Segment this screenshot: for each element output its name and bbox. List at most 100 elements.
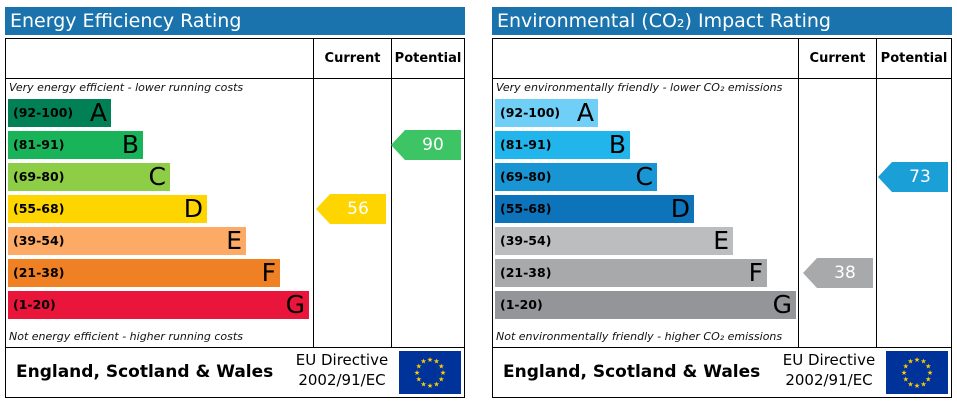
rating-band-g: (1-20) G — [8, 291, 309, 319]
flag-star: ★ — [901, 369, 907, 377]
rating-band-g: (1-20) G — [495, 291, 796, 319]
potential-rating-value: 73 — [909, 167, 931, 187]
current-column-header: Current — [324, 51, 381, 66]
eu-flag-icon: ★★★★★★★★★ ★ ★★ — [399, 351, 461, 394]
rating-band-f: (21-38) F — [495, 259, 767, 287]
flag-star: ★ — [927, 369, 933, 377]
footer-region: England, Scotland & Wales — [503, 362, 761, 382]
band-letter-label: F — [261, 258, 276, 287]
band-range-label: (81-91) — [13, 137, 65, 152]
flag-star: ★ — [438, 363, 444, 371]
flag-star: ★ — [416, 376, 422, 384]
flag-star: ★ — [433, 358, 439, 366]
flag-star: ★ — [925, 363, 931, 371]
energy-efficiency-panel: Energy Efficiency Rating Current Potenti… — [5, 7, 465, 398]
flag-star: ★ — [914, 356, 920, 364]
note-top: Very environmentally friendly - lower CO… — [496, 81, 783, 94]
column-divider — [876, 39, 877, 347]
current-rating-value: 38 — [834, 263, 856, 283]
band-range-label: (55-68) — [13, 201, 65, 216]
flag-background — [399, 351, 461, 394]
band-range-label: (92-100) — [13, 105, 74, 120]
band-range-label: (39-54) — [13, 233, 65, 248]
current-rating-arrow: 56 — [316, 194, 386, 224]
band-range-label: (69-80) — [13, 169, 65, 184]
panel-title: Energy Efficiency Rating — [5, 7, 465, 35]
flag-star: ★ — [920, 358, 926, 366]
note-top: Very energy efficient - lower running co… — [9, 81, 244, 94]
footer-directive: EU Directive 2002/91/EC — [777, 350, 881, 390]
flag-star: ★ — [420, 358, 426, 366]
band-range-label: (55-68) — [500, 201, 552, 216]
flag-star: ★ — [414, 369, 420, 377]
flag-star: ★ — [420, 380, 426, 388]
column-divider — [798, 39, 799, 347]
flag-star: ★ — [907, 358, 913, 366]
rating-band-e: (39-54) E — [495, 227, 733, 255]
potential-column-header: Potential — [880, 51, 948, 66]
band-range-label: (81-91) — [500, 137, 552, 152]
flag-star: ★ — [416, 363, 422, 371]
rating-band-b: (81-91) B — [8, 131, 143, 159]
rating-band-f: (21-38) F — [8, 259, 280, 287]
directive-line-2: 2002/91/EC — [298, 371, 386, 389]
flag-star: ★ — [920, 380, 926, 388]
potential-rating-arrow: 73 — [878, 162, 948, 192]
column-divider — [391, 39, 392, 347]
rating-table: Current Potential Very environmentally f… — [492, 38, 952, 398]
band-range-label: (92-100) — [500, 105, 561, 120]
band-letter-label: B — [608, 130, 626, 159]
band-letter-label: D — [183, 194, 203, 223]
rating-band-d: (55-68) D — [8, 195, 207, 223]
band-range-label: (39-54) — [500, 233, 552, 248]
band-range-label: (1-20) — [13, 297, 56, 312]
flag-star: ★ — [433, 380, 439, 388]
rating-band-b: (81-91) B — [495, 131, 630, 159]
band-letter-label: A — [89, 98, 107, 127]
band-letter-label: E — [226, 226, 242, 255]
flag-star: ★ — [438, 376, 444, 384]
band-letter-label: G — [772, 290, 792, 319]
flag-star: ★ — [903, 363, 909, 371]
directive-line-1: EU Directive — [782, 351, 876, 369]
header-divider — [493, 78, 951, 79]
potential-column-header: Potential — [394, 51, 462, 66]
header-divider — [6, 78, 464, 79]
footer-divider — [6, 347, 464, 348]
band-range-label: (21-38) — [500, 265, 552, 280]
eu-flag-icon: ★★★★★★★★★ ★ ★★ — [886, 351, 948, 394]
current-rating-value: 56 — [347, 199, 369, 219]
potential-rating-value: 90 — [422, 135, 444, 155]
current-rating-arrow: 38 — [803, 258, 873, 288]
flag-star: ★ — [440, 369, 446, 377]
rating-band-c: (69-80) C — [495, 163, 657, 191]
environmental-impact-panel: Environmental (CO₂) Impact Rating Curren… — [492, 7, 952, 398]
rating-band-d: (55-68) D — [495, 195, 694, 223]
note-bottom: Not environmentally friendly - higher CO… — [496, 330, 783, 343]
flag-star: ★ — [903, 376, 909, 384]
footer-directive: EU Directive 2002/91/EC — [290, 350, 394, 390]
rating-band-a: (92-100) A — [495, 99, 598, 127]
flag-star: ★ — [914, 382, 920, 390]
band-letter-label: A — [576, 98, 594, 127]
rating-band-c: (69-80) C — [8, 163, 170, 191]
band-range-label: (21-38) — [13, 265, 65, 280]
column-divider — [313, 39, 314, 347]
flag-star: ★ — [427, 356, 433, 364]
footer-region: England, Scotland & Wales — [16, 362, 274, 382]
panel-title: Environmental (CO₂) Impact Rating — [492, 7, 952, 35]
band-letter-label: E — [713, 226, 729, 255]
rating-band-e: (39-54) E — [8, 227, 246, 255]
potential-rating-arrow: 90 — [391, 130, 461, 160]
flag-background — [886, 351, 948, 394]
directive-line-1: EU Directive — [295, 351, 389, 369]
flag-star: ★ — [907, 380, 913, 388]
band-range-label: (69-80) — [500, 169, 552, 184]
band-letter-label: G — [285, 290, 305, 319]
band-letter-label: C — [148, 162, 166, 191]
current-column-header: Current — [809, 51, 866, 66]
band-letter-label: B — [121, 130, 139, 159]
rating-band-a: (92-100) A — [8, 99, 111, 127]
band-letter-label: D — [670, 194, 690, 223]
directive-line-2: 2002/91/EC — [785, 371, 873, 389]
